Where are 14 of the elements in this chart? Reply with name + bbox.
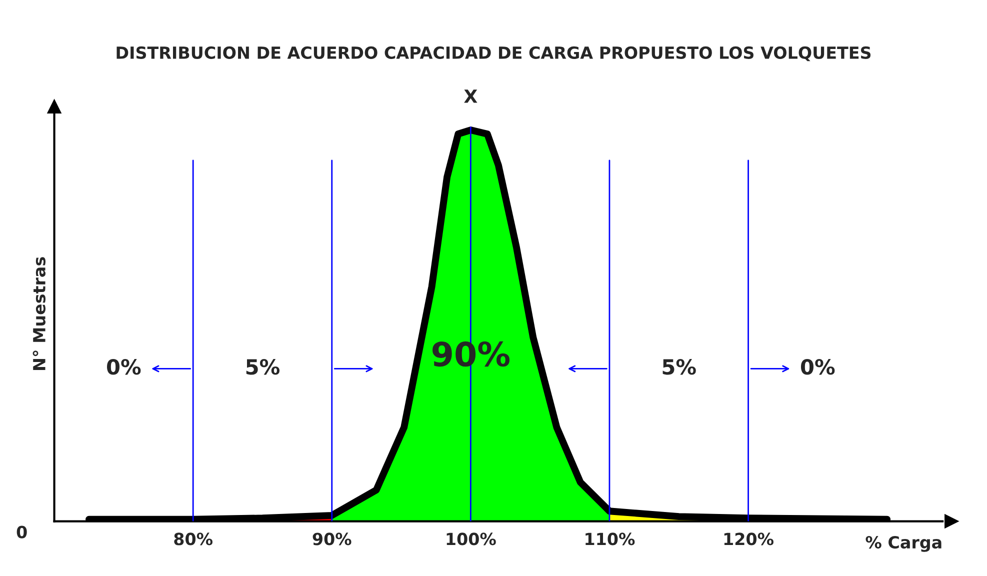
annotation: 0%: [106, 358, 141, 375]
annotation: 0%: [800, 358, 835, 375]
x-axis-title: % Carga: [866, 536, 942, 552]
ref-line-label: X: [464, 90, 478, 103]
x-tick-label: 90%: [312, 532, 352, 546]
x-tick-label: 120%: [724, 532, 774, 546]
annotation: 5%: [662, 358, 696, 375]
x-tick-label: 80%: [174, 532, 212, 546]
x-tick-label: 110%: [586, 532, 635, 546]
chart-title: DISTRIBUCION DE ACUERDO CAPACIDAD DE CARGA PROPUESTO LOS VOLQUETES: [116, 46, 871, 62]
annotation: 5%: [246, 358, 280, 375]
x-tick-label: 100%: [446, 532, 496, 546]
y-axis-title: N° Muestras: [32, 257, 46, 370]
text: 0: [16, 526, 27, 538]
